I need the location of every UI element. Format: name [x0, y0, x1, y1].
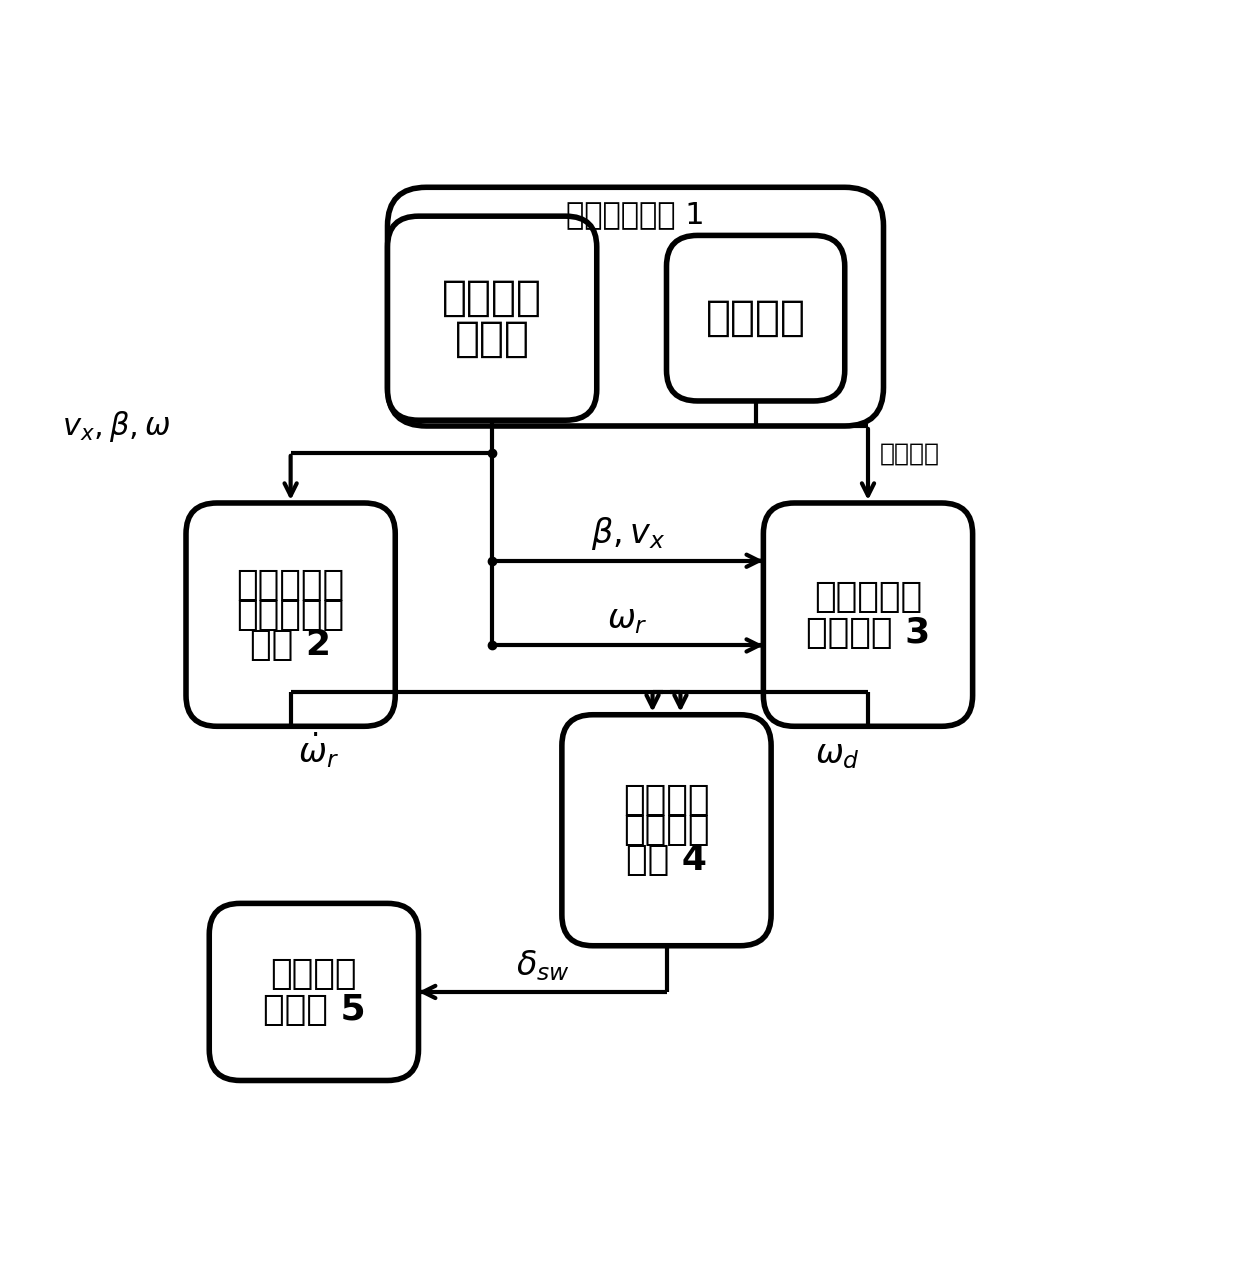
Text: 下位机执: 下位机执: [270, 957, 357, 991]
FancyBboxPatch shape: [387, 216, 596, 420]
FancyBboxPatch shape: [387, 187, 883, 426]
Text: 最优驾驶员: 最优驾驶员: [813, 580, 923, 613]
FancyBboxPatch shape: [210, 903, 419, 1080]
Text: 工业相机: 工业相机: [706, 298, 806, 340]
Text: 分段仿射二: 分段仿射二: [237, 567, 345, 602]
FancyBboxPatch shape: [562, 715, 771, 946]
Text: 传感器: 传感器: [455, 318, 529, 360]
Text: $\dot{\omega}_r$: $\dot{\omega}_r$: [299, 730, 340, 770]
FancyBboxPatch shape: [186, 502, 396, 726]
Text: 模糊滑模: 模糊滑模: [624, 784, 709, 817]
FancyBboxPatch shape: [667, 235, 844, 401]
Text: 车辆状态: 车辆状态: [443, 276, 542, 318]
Text: 自由度模型: 自由度模型: [237, 598, 345, 632]
Text: $\omega_d$: $\omega_d$: [816, 738, 861, 771]
Text: $\delta_{sw}$: $\delta_{sw}$: [516, 948, 569, 983]
FancyBboxPatch shape: [764, 502, 972, 726]
Text: $v_x, \beta, \omega$: $v_x, \beta, \omega$: [62, 408, 171, 444]
Text: 模块 2: 模块 2: [250, 627, 331, 661]
Text: 行模块 5: 行模块 5: [263, 993, 366, 1027]
Text: 模块 4: 模块 4: [626, 843, 707, 878]
Text: $\omega_r$: $\omega_r$: [608, 603, 649, 636]
Text: 模型模块 3: 模型模块 3: [806, 616, 930, 650]
Text: $\beta, v_x$: $\beta, v_x$: [590, 514, 665, 552]
Text: 控制算法: 控制算法: [624, 813, 709, 847]
Text: 期望路径: 期望路径: [879, 441, 940, 466]
Text: 环境感知模块 1: 环境感知模块 1: [567, 200, 704, 229]
